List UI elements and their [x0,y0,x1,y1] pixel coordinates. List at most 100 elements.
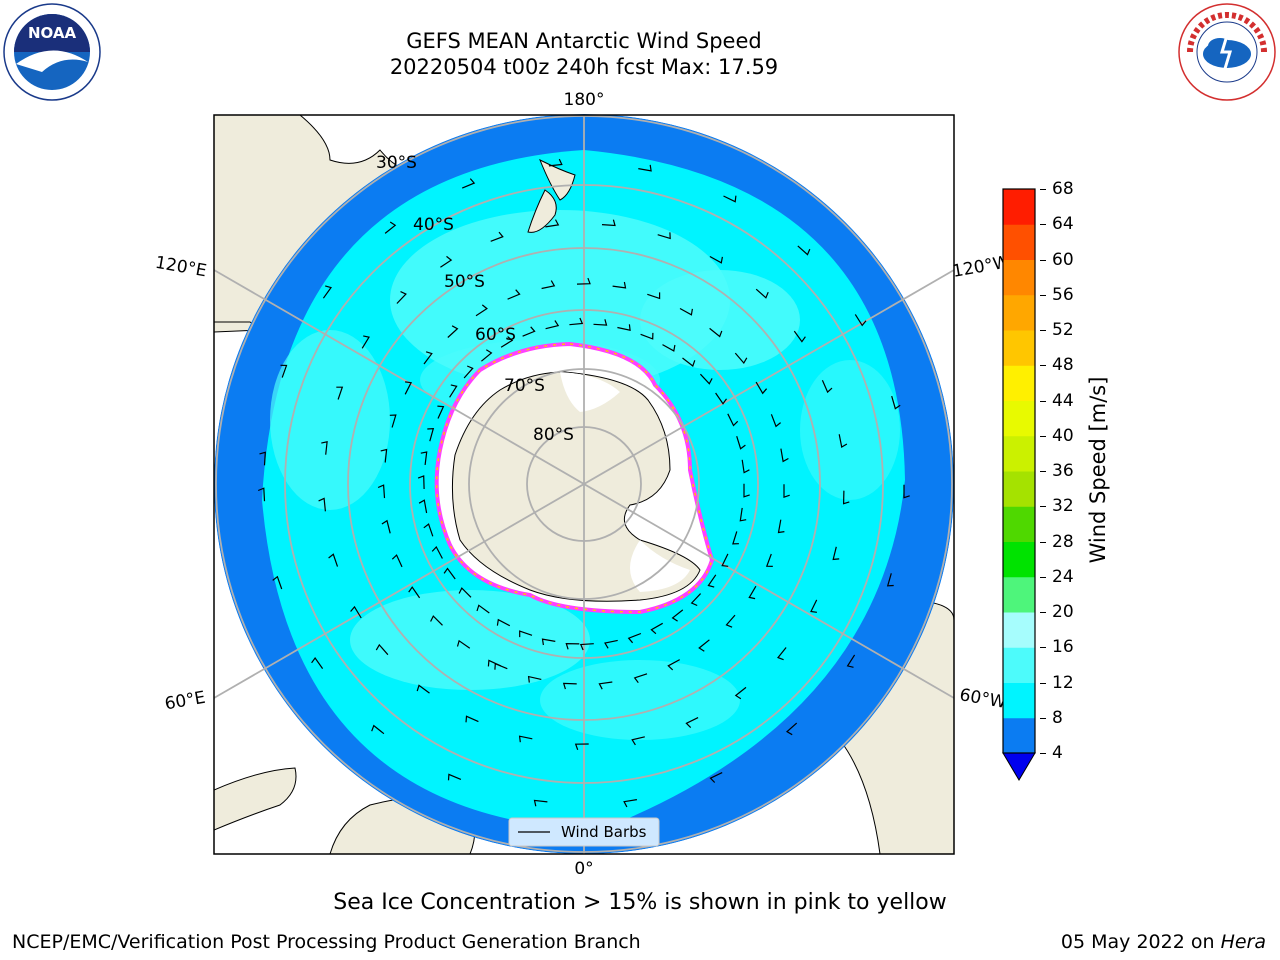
chart-subtitle: 20220504 t00z 240h fcst Max: 17.59 [389,55,779,79]
colorbar-tick-label: 68 [1052,179,1074,199]
wind-barb [739,507,747,522]
colorbar-band [1003,541,1035,578]
colorbar-tick-label: 56 [1052,284,1074,305]
colorbar-tick-label: 44 [1052,390,1074,411]
wind-barb [322,285,332,299]
wind-barb [617,324,631,331]
lat-label-60s: 60°S [475,325,516,345]
wind-barb [565,642,580,650]
colorbar-tick-label: 12 [1052,672,1074,693]
wind-barb [709,327,723,338]
colorbar-tick [1040,259,1046,261]
wind-barb [431,545,443,559]
wind-barb [496,618,511,627]
colorbar-tick [1040,400,1046,402]
noaa-logo: NOAA [2,2,102,102]
colorbar-tick [1040,612,1046,613]
wind-barb [533,799,548,807]
colorbar-tick [1040,753,1046,754]
wind-barb [396,291,407,304]
wind-barb [725,614,736,628]
wind-barb [598,681,613,690]
wind-barb [427,428,435,442]
wind-barb [280,364,288,378]
wind-barb [709,255,723,264]
wind-barb [576,277,591,285]
colorbar-band [1003,365,1035,401]
wind-barb [463,365,474,379]
wind-barb [465,715,479,723]
wind-barb [519,630,533,638]
wind-barb [780,448,789,463]
graticule [214,115,954,854]
colorbar-band [1003,435,1035,472]
wind-barb [715,392,727,405]
wind-barb [633,673,648,684]
colorbar-band [1003,189,1035,225]
colorbar [1002,188,1036,781]
colorbar-tick-label: 52 [1052,320,1074,340]
wind-barb [545,219,560,228]
wind-barb [657,232,671,240]
wind-barb [667,659,680,671]
lat-label-40s: 40°S [413,215,454,235]
wind-barb [423,351,433,365]
lat-label-70s: 70°S [504,376,545,396]
lat-label-30s: 30°S [376,153,417,173]
wind-barb [257,487,266,502]
colorbar-band [1003,471,1035,507]
wind-barb [408,586,421,599]
wind-barb [494,662,508,670]
wind-barb [662,344,676,352]
wind-barb [541,638,556,646]
wind-barb [423,523,434,537]
wind-barb [612,281,627,289]
wind-barb [832,546,840,561]
wind-barb [690,593,702,607]
wind-barb [770,414,781,428]
wind-barb [797,245,811,256]
wind-barb [679,307,693,316]
wind-barb [736,436,746,450]
wind-barb [650,622,663,635]
wind-barb [631,736,645,746]
wind-barb [518,735,533,743]
wind-barb [361,335,370,349]
wind-barb [548,158,563,167]
colorbar-tick-label: 20 [1052,602,1074,622]
wind-barb [481,349,493,362]
wind-barb [685,717,699,729]
colorbar-tick [1040,506,1046,508]
wind-barb [638,164,652,172]
wind-barb [527,675,542,683]
colorbar-tick-label: 8 [1052,707,1063,728]
wind-barb [732,531,739,545]
wind-barb [709,772,723,783]
wind-barb [456,639,471,649]
wind-barb [903,484,910,499]
wind-barb [734,352,748,365]
wind-barb [430,615,443,626]
wind-barb [721,553,729,567]
wind-barbs [257,158,910,808]
wind-barb [783,484,790,499]
colorbar-band [1003,717,1035,754]
wind-barb [604,639,618,649]
lat-label-50s: 50°S [444,272,485,292]
colorbar-band [1003,682,1035,719]
colorbar-tick [1040,576,1046,578]
wind-barb [371,724,385,735]
colorbar-band [1003,330,1035,366]
wind-barb [601,219,616,227]
colorbar-tick-label: 24 [1052,566,1074,587]
colorbar-tick-label: 60 [1052,249,1074,270]
wind-barb [734,686,747,700]
wind-barb [417,475,425,490]
wind-barb [321,441,328,455]
colorbar-tick [1040,365,1046,367]
footer-date: 05 May 2022 on Hera [1061,931,1266,953]
wind-barb [593,319,608,326]
wind-barb [682,357,696,367]
wind-barb [723,195,737,203]
